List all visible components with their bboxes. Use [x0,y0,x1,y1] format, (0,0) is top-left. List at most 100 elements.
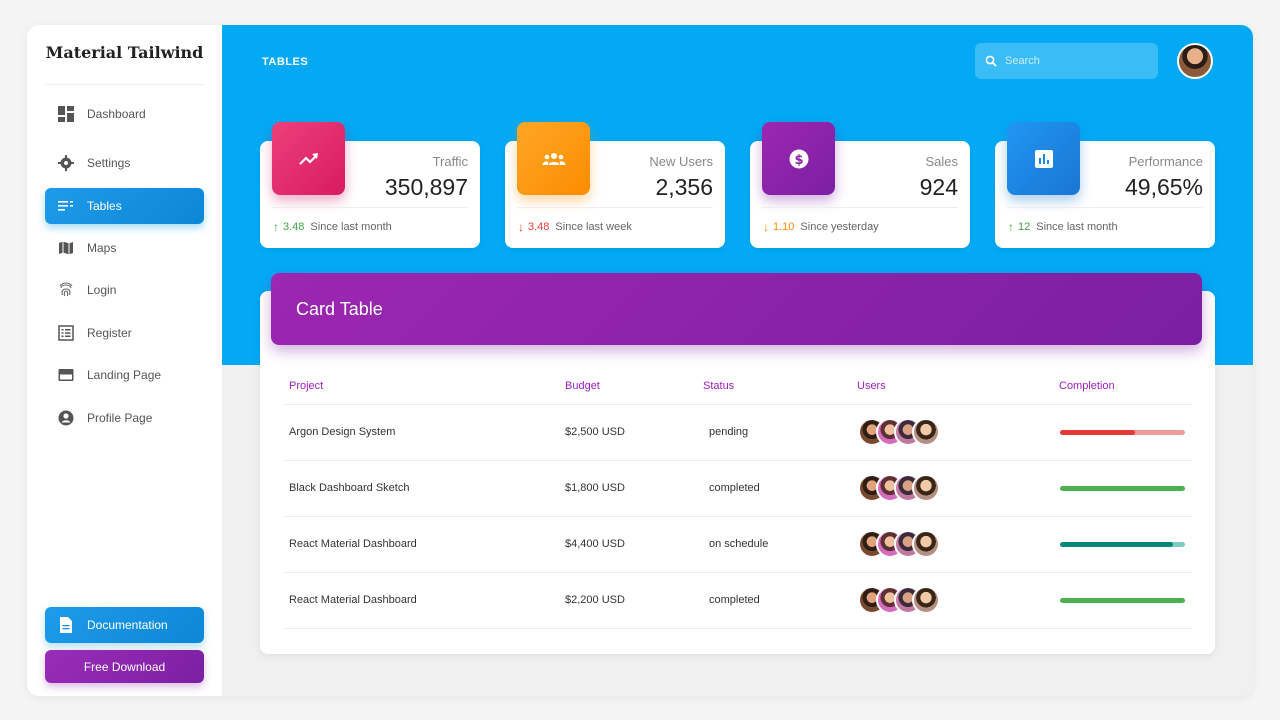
users-avatars [858,474,948,502]
account-icon [57,409,75,427]
stat-value: 350,897 [384,174,468,200]
column-header-completion: Completion [1059,380,1115,392]
cell-budget: $1,800 USD [565,482,625,494]
sidebar-item-label: Register [87,326,132,340]
card-table [260,291,1215,654]
progress-fill [1060,598,1185,603]
stat-value: 49,65% [1124,174,1203,200]
sidebar-item-label: Maps [87,241,117,255]
users-avatars [858,418,948,446]
avatar[interactable] [912,418,940,446]
card-table-title: Card Table [296,298,383,319]
search-icon [985,55,997,67]
progress-fill [1060,486,1185,491]
sidebar-item-register[interactable]: Register [45,315,204,351]
completion-progress [1060,598,1185,603]
stat-divider [272,207,468,208]
users-avatars [858,586,948,614]
sidebar-item-tables[interactable]: Tables [45,188,204,224]
progress-fill [1060,430,1135,435]
stat-card-traffic: Traffic 350,897 ↑ 3.48 Since last month [260,122,480,248]
row-divider [284,628,1192,629]
cell-status: pending [709,426,749,438]
stat-card-performance: Performance 49,65% ↑ 12 Since last month [995,122,1215,248]
avatar[interactable] [912,530,940,558]
column-header-status: Status [703,380,735,392]
sidebar-item-landing-page[interactable]: Landing Page [45,357,204,393]
sidebar-item-maps[interactable]: Maps [45,230,204,266]
stat-since: Since yesterday [800,221,879,233]
stat-since: Since last month [1036,221,1118,233]
free-download-label: Free Download [83,659,166,674]
search-box[interactable] [975,43,1158,79]
stat-divider [517,207,713,208]
brand-divider [45,84,204,85]
completion-progress [1060,542,1185,547]
page-title: TABLES [262,56,309,68]
stat-title: Traffic [432,154,468,169]
sidebar-item-label: Profile Page [87,411,153,425]
free-download-button[interactable]: Free Download [45,650,204,683]
cell-budget: $2,500 USD [565,426,625,438]
column-header-budget: Budget [565,380,600,392]
stat-delta: 3.48 [528,221,550,233]
sidebar-item-profile-page[interactable]: Profile Page [45,400,204,436]
arrow-up-icon: ↑ [273,220,279,234]
cell-project: Argon Design System [289,426,396,438]
stat-delta: 3.48 [283,221,305,233]
sidebar-item-label: Landing Page [87,368,162,382]
cell-status: completed [709,482,760,494]
sidebar-item-label: Settings [87,156,131,170]
avatar[interactable] [912,474,940,502]
column-header-project: Project [289,380,324,392]
map-icon [57,239,75,257]
stat-delta: 1.10 [773,221,795,233]
stat-since: Since last week [555,221,632,233]
stat-title: Sales [925,154,958,169]
gear-icon [57,154,75,172]
card-table-header: Card Table [271,273,1202,345]
row-divider [284,516,1192,517]
stat-card-new-users: New Users 2,356 ↓ 3.48 Since last week [505,122,725,248]
completion-progress [1060,430,1185,435]
sidebar-item-dashboard[interactable]: Dashboard [45,96,204,132]
cell-project: Black Dashboard Sketch [289,482,410,494]
cell-budget: $4,400 USD [565,538,625,550]
user-avatar[interactable] [1177,43,1213,79]
fingerprint-icon [57,281,75,299]
group-icon [517,122,590,195]
svg-text:$: $ [794,153,803,168]
stat-card-sales: $ Sales 924 ↓ 1.10 Since yesterday [750,122,970,248]
row-divider [284,460,1192,461]
sidebar-item-login[interactable]: Login [45,272,204,308]
list-icon [57,197,75,215]
brand-title: Material Tailwind [45,43,204,62]
stat-title: Performance [1128,154,1203,169]
arrow-down-icon: ↓ [763,220,769,234]
stat-footer: ↑ 12 Since last month [1008,220,1118,234]
avatar[interactable] [912,586,940,614]
chart-icon [1007,122,1080,195]
stat-footer: ↓ 1.10 Since yesterday [763,220,879,234]
sidebar-item-label: Tables [87,199,122,213]
dollar-icon: $ [762,122,835,195]
row-divider [284,404,1192,405]
cell-status: completed [709,594,760,606]
arrow-up-icon: ↑ [1008,220,1014,234]
stat-value: 924 [919,174,958,200]
users-avatars [858,530,948,558]
stat-footer: ↑ 3.48 Since last month [273,220,392,234]
dashboard-icon [57,105,75,123]
sidebar-item-label: Dashboard [87,107,146,121]
sidebar: Material Tailwind Dashboard Settings Tab… [27,25,222,696]
search-input[interactable] [1005,55,1145,67]
stat-divider [762,207,958,208]
completion-progress [1060,486,1185,491]
app-window: Material Tailwind Dashboard Settings Tab… [27,25,1253,696]
documentation-button[interactable]: Documentation [45,607,204,643]
stat-footer: ↓ 3.48 Since last week [518,220,632,234]
sidebar-item-label: Login [87,283,117,297]
documentation-label: Documentation [87,618,168,632]
sidebar-item-settings[interactable]: Settings [45,145,204,181]
main-content: TABLES Traffic 350,897 ↑ 3.48 Since last… [222,25,1253,696]
